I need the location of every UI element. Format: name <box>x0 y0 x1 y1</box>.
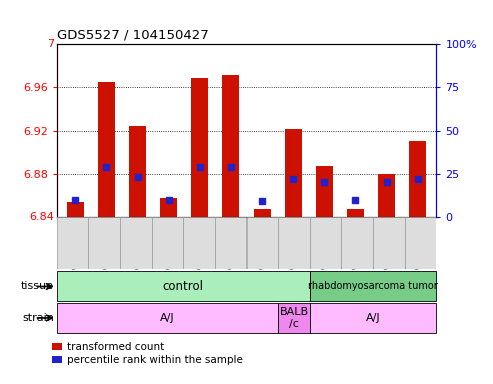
Bar <box>341 217 373 269</box>
Text: GDS5527 / 104150427: GDS5527 / 104150427 <box>57 28 209 41</box>
Bar <box>278 303 310 333</box>
Text: rhabdomyosarcoma tumor: rhabdomyosarcoma tumor <box>308 281 438 291</box>
Bar <box>310 217 341 269</box>
Bar <box>284 129 302 217</box>
Bar <box>378 174 395 217</box>
Bar <box>246 217 278 269</box>
Bar <box>160 197 177 217</box>
Text: A/J: A/J <box>366 313 380 323</box>
Bar <box>310 303 436 333</box>
Bar <box>222 76 240 217</box>
Text: BALB
/c: BALB /c <box>280 307 309 329</box>
Bar <box>98 82 115 217</box>
Text: A/J: A/J <box>160 313 175 323</box>
Bar <box>215 217 246 269</box>
Legend: transformed count, percentile rank within the sample: transformed count, percentile rank withi… <box>52 342 243 365</box>
Bar <box>88 217 120 269</box>
Text: 6.84: 6.84 <box>30 212 55 222</box>
Bar <box>129 126 146 217</box>
Text: 7: 7 <box>47 39 55 49</box>
Bar <box>57 217 88 269</box>
Bar <box>405 217 436 269</box>
Bar <box>57 271 310 301</box>
Bar <box>67 202 84 217</box>
Bar <box>316 166 333 217</box>
Bar <box>253 209 271 217</box>
Bar <box>347 209 364 217</box>
Bar <box>373 217 405 269</box>
Text: control: control <box>163 280 204 293</box>
Bar <box>278 217 310 269</box>
Bar <box>191 78 209 217</box>
Bar <box>409 141 426 217</box>
Bar <box>152 217 183 269</box>
Bar <box>57 303 278 333</box>
Text: tissue: tissue <box>21 281 54 291</box>
Bar <box>310 271 436 301</box>
Bar <box>183 217 215 269</box>
Text: strain: strain <box>22 313 54 323</box>
Bar <box>120 217 152 269</box>
